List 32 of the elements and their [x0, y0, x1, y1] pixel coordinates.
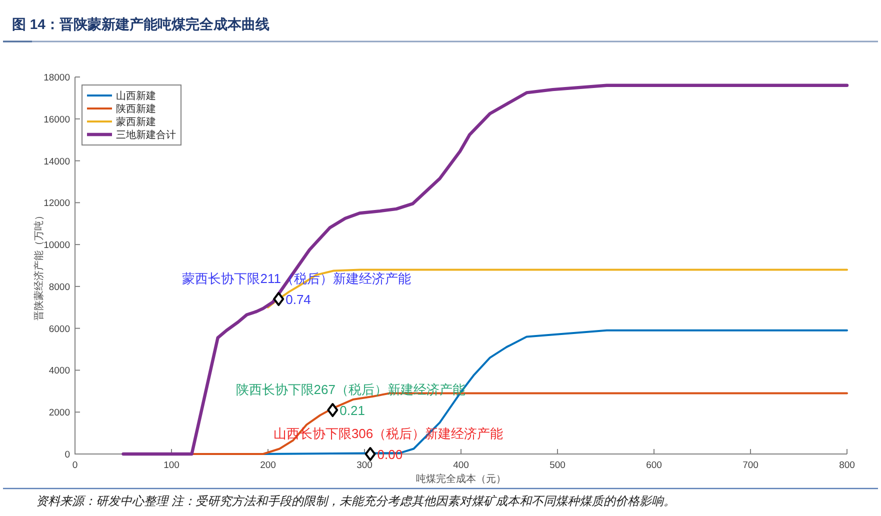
x-tick-label: 0 — [72, 460, 78, 471]
x-axis-title: 吨煤完全成本（元） — [416, 473, 506, 485]
x-tick-label: 400 — [453, 460, 469, 471]
x-tick-label: 700 — [742, 460, 758, 471]
annotation: 0.21 — [340, 403, 365, 418]
x-tick-label: 200 — [260, 460, 276, 471]
legend-label: 蒙西新建 — [116, 116, 156, 128]
legend-label: 三地新建合计 — [116, 129, 176, 141]
x-tick-label: 300 — [356, 460, 372, 471]
point — [327, 403, 338, 418]
y-tick-label: 12000 — [44, 198, 70, 210]
x-tick-label: 100 — [164, 460, 180, 471]
legend-label: 陕西新建 — [116, 103, 156, 115]
y-tick-label: 2000 — [48, 408, 70, 419]
y-tick-label: 18000 — [44, 72, 70, 84]
x-tick-label: 500 — [550, 460, 566, 471]
text: 资料来源：研发中心整理 注：受研究方法和手段的限制，未能充分考虑其他因素对煤矿成本和不同煤种煤质的价格影响。 — [36, 494, 676, 508]
y-tick-label: 6000 — [48, 324, 70, 335]
y-tick-label: 10000 — [44, 240, 70, 252]
legend-label: 山西新建 — [116, 90, 156, 102]
annotation: 0.74 — [286, 292, 311, 308]
point — [273, 292, 284, 306]
y-tick-label: 14000 — [44, 156, 70, 168]
x-tick-label: 600 — [646, 460, 662, 471]
y-tick-label: 4000 — [48, 366, 70, 377]
y-axis-title: 晋陕蒙经济产能（万吨） — [33, 210, 45, 320]
y-tick-label: 16000 — [44, 114, 70, 126]
point — [364, 447, 376, 461]
x-tick-label: 800 — [839, 460, 855, 471]
y-tick-label: 0 — [64, 450, 70, 460]
y-tick-label: 8000 — [48, 282, 70, 293]
chart-title: 图 14：晋陕蒙新建产能吨煤完全成本曲线 — [12, 16, 270, 32]
